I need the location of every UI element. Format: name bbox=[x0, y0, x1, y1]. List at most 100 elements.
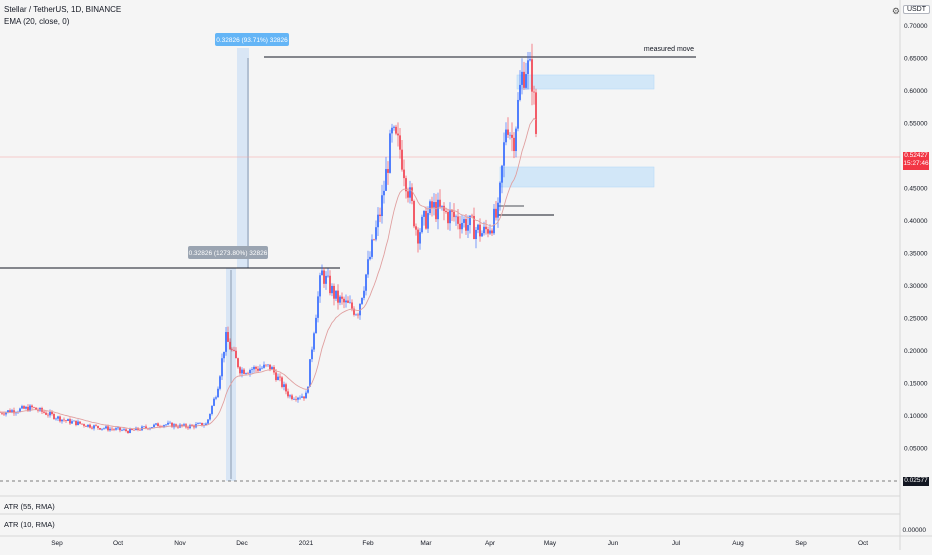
candle-body bbox=[419, 232, 421, 244]
candle-body bbox=[495, 208, 497, 218]
candle-body bbox=[475, 229, 477, 240]
ema-legend[interactable]: EMA (20, close, 0) bbox=[4, 17, 70, 26]
candle-body bbox=[355, 314, 357, 316]
candle-body bbox=[535, 92, 537, 134]
candle-body bbox=[151, 427, 153, 428]
candle-body bbox=[207, 419, 209, 424]
time-tick-label: Jun bbox=[608, 540, 619, 547]
candle-body bbox=[99, 427, 101, 430]
candle-body bbox=[103, 428, 105, 429]
candles bbox=[0, 43, 537, 434]
candle-body bbox=[153, 424, 155, 428]
candle-body bbox=[279, 376, 281, 378]
candle-body bbox=[395, 126, 397, 134]
candle-body bbox=[47, 414, 49, 416]
candle-body bbox=[323, 270, 325, 284]
candle-body bbox=[453, 211, 455, 218]
last-price-tag: 0.52427 15:27:46 bbox=[903, 152, 929, 170]
measured-move-label: measured move bbox=[644, 46, 694, 53]
measure-label-top-bg bbox=[215, 33, 289, 46]
candle-body bbox=[255, 366, 257, 369]
candle-body bbox=[213, 398, 215, 406]
candle-body bbox=[521, 71, 523, 85]
candle-body bbox=[125, 429, 127, 431]
candle-body bbox=[121, 430, 123, 431]
candle-body bbox=[339, 296, 341, 303]
currency-selector[interactable]: USDT bbox=[902, 5, 930, 14]
demand-zone[interactable] bbox=[499, 166, 655, 188]
candle-body bbox=[509, 134, 511, 136]
candle-body bbox=[9, 410, 11, 413]
time-tick-label: Nov bbox=[174, 540, 186, 547]
candle-body bbox=[393, 126, 395, 128]
candle-body bbox=[397, 133, 399, 136]
candle-body bbox=[239, 367, 241, 374]
candle-body bbox=[81, 423, 83, 425]
candle-body bbox=[105, 426, 107, 429]
candle-body bbox=[351, 302, 353, 309]
candle-body bbox=[15, 412, 17, 414]
candle-body bbox=[485, 226, 487, 230]
price-tick-label: 0.40000 bbox=[904, 218, 928, 225]
candle-body bbox=[69, 419, 71, 424]
candle-body bbox=[25, 406, 27, 409]
candle-body bbox=[499, 182, 501, 203]
candle-body bbox=[341, 296, 343, 299]
candle-body bbox=[283, 384, 285, 387]
candle-body bbox=[187, 427, 189, 429]
candle-body bbox=[347, 300, 349, 303]
candle-body bbox=[369, 256, 371, 260]
time-tick-label: Dec bbox=[236, 540, 248, 547]
candle-body bbox=[317, 296, 319, 318]
candle-body bbox=[385, 169, 387, 191]
candle-body bbox=[315, 317, 317, 334]
candle-body bbox=[363, 290, 365, 298]
candle-body bbox=[325, 275, 327, 284]
candle-body bbox=[463, 219, 465, 223]
measure-box-2[interactable] bbox=[237, 48, 249, 268]
price-tick-label: 0.10000 bbox=[904, 413, 928, 420]
candle-body bbox=[93, 425, 95, 429]
candle-body bbox=[481, 233, 483, 237]
candle-body bbox=[301, 396, 303, 398]
gear-icon[interactable]: ⚙ bbox=[891, 6, 900, 16]
candle-body bbox=[445, 210, 447, 213]
candle-body bbox=[211, 405, 213, 414]
candle-body bbox=[461, 222, 463, 230]
candle-body bbox=[349, 302, 351, 304]
time-tick-label: May bbox=[544, 540, 557, 547]
candle-body bbox=[177, 426, 179, 428]
candle-body bbox=[327, 275, 329, 277]
candle-body bbox=[367, 259, 369, 275]
candle-body bbox=[309, 359, 311, 387]
candle-body bbox=[467, 225, 469, 231]
candle-body bbox=[429, 201, 431, 214]
candle-body bbox=[1, 412, 3, 414]
candle-body bbox=[313, 333, 315, 350]
candle-body bbox=[51, 411, 53, 415]
price-tick-label: 0.65000 bbox=[904, 56, 928, 63]
candle-body bbox=[247, 373, 249, 374]
candle-body bbox=[421, 216, 423, 233]
symbol-title[interactable]: Stellar / TetherUS, 1D, BINANCE bbox=[4, 5, 122, 14]
candle-body bbox=[413, 200, 415, 227]
atr-10-label[interactable]: ATR (10, RMA) bbox=[4, 520, 55, 529]
candle-body bbox=[113, 429, 115, 430]
candle-body bbox=[227, 332, 229, 342]
time-axis[interactable]: Sep Oct Nov Dec 2021 Feb Mar Apr May Jun Jul Aug Sep… bbox=[51, 540, 868, 547]
supply-zone[interactable] bbox=[516, 74, 655, 90]
candle-body bbox=[89, 424, 91, 428]
candle-body bbox=[375, 227, 377, 240]
candle-body bbox=[139, 429, 141, 431]
candle-body bbox=[7, 410, 9, 413]
price-tick-label: 0.15000 bbox=[904, 381, 928, 388]
candle-body bbox=[223, 351, 225, 359]
candle-body bbox=[293, 399, 295, 400]
atr-55-label[interactable]: ATR (55, RMA) bbox=[4, 502, 55, 511]
candle-body bbox=[217, 388, 219, 398]
candle-body bbox=[377, 214, 379, 228]
candle-body bbox=[277, 376, 279, 381]
candle-body bbox=[235, 350, 237, 359]
